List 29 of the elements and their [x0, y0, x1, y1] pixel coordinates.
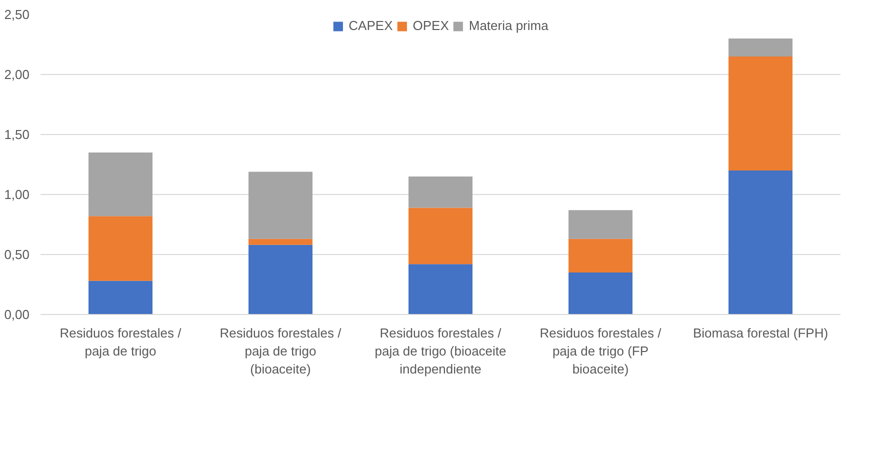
- x-tick-label: Residuos forestales / paja de trigo (bioaceite independiente: [374, 326, 506, 376]
- bar: [568, 238, 632, 272]
- bar: [88, 280, 152, 314]
- bar: [248, 238, 312, 245]
- x-tick-label: Residuos forestales / paja de trigo: [60, 326, 182, 358]
- x-tick-label: Residuos forestales / paja de trigo (bioaceite): [220, 326, 342, 376]
- bar: [88, 152, 152, 216]
- bar: [248, 172, 312, 239]
- y-tick-label: 0,00: [4, 307, 30, 322]
- y-tick-label: 1,50: [4, 127, 30, 142]
- y-tick-label: 1,00: [4, 187, 30, 202]
- bar: [568, 272, 632, 314]
- legend-label: CAPEX: [348, 18, 393, 33]
- y-tick-label: 2,00: [4, 67, 30, 82]
- x-tick-label: Residuos forestales / paja de trigo (FP bioaceite): [540, 326, 662, 376]
- bar: [568, 210, 632, 239]
- bar: [88, 216, 152, 281]
- legend-label: OPEX: [412, 18, 449, 33]
- y-tick-label: 0,50: [4, 247, 30, 262]
- y-tick-label: 2,50: [4, 7, 30, 22]
- bar: [728, 38, 792, 56]
- x-tick-label: Biomasa forestal (FPH): [692, 326, 828, 340]
- bar: [408, 176, 472, 208]
- bar: [728, 170, 792, 314]
- bar: [728, 56, 792, 170]
- bar: [408, 208, 472, 264]
- legend-label: Materia prima: [468, 18, 548, 33]
- bar: [408, 264, 472, 314]
- bar: [248, 244, 312, 314]
